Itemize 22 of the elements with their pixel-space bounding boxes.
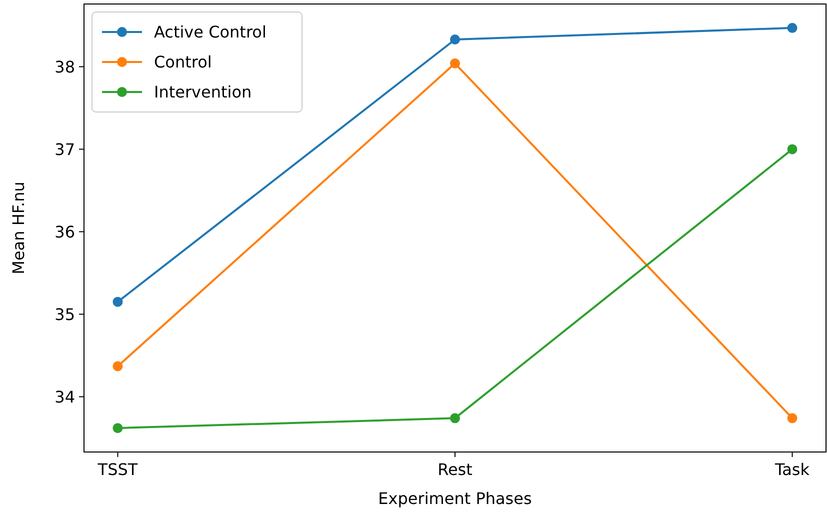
x-tick-label: TSST bbox=[96, 460, 138, 479]
point bbox=[787, 144, 798, 154]
y-tick-label: 35 bbox=[54, 304, 75, 324]
point bbox=[112, 361, 123, 372]
x-tick-label: Task bbox=[774, 460, 810, 479]
x-tick-label: Rest bbox=[438, 460, 472, 479]
y-tick-label: 34 bbox=[54, 387, 75, 406]
point bbox=[112, 296, 123, 307]
legend-label: Intervention bbox=[154, 82, 252, 102]
y-axis-title: Mean HF.nu bbox=[9, 182, 28, 274]
point bbox=[450, 58, 460, 68]
y-tick-label: 38 bbox=[54, 57, 75, 76]
legend-label: Control bbox=[154, 52, 212, 72]
point bbox=[450, 34, 460, 44]
x-axis-title: Experiment Phases bbox=[378, 489, 532, 508]
point bbox=[787, 413, 798, 424]
point bbox=[787, 22, 798, 33]
legend-label: Active Control bbox=[154, 22, 266, 42]
point bbox=[112, 423, 123, 434]
y-tick-label: 37 bbox=[54, 140, 75, 159]
y-tick-label: 36 bbox=[54, 222, 75, 242]
point bbox=[450, 413, 460, 424]
